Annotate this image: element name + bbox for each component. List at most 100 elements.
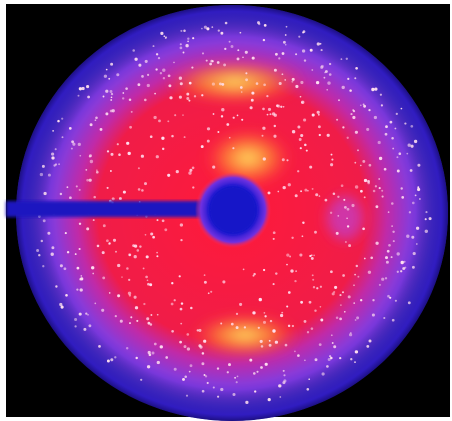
reflection-spot — [260, 366, 263, 369]
reflection-spot — [339, 294, 341, 296]
reflection-spot — [333, 193, 336, 196]
reflection-spot — [156, 252, 158, 254]
reflection-spot — [291, 81, 293, 83]
reflection-spot — [401, 108, 403, 110]
reflection-spot — [304, 59, 306, 61]
reflection-spot — [149, 353, 152, 356]
reflection-spot — [150, 135, 153, 138]
reflection-spot — [180, 43, 182, 45]
reflection-spot — [140, 379, 142, 381]
reflection-spot — [326, 365, 329, 368]
reflection-spot — [392, 231, 394, 233]
reflection-spot — [160, 345, 163, 348]
reflection-spot — [239, 303, 242, 306]
reflection-spot — [237, 49, 239, 51]
reflection-spot — [355, 319, 357, 321]
reflection-spot — [313, 286, 315, 288]
reflection-spot — [223, 63, 226, 66]
reflection-spot — [171, 330, 174, 333]
reflection-spot — [391, 137, 394, 140]
reflection-spot — [161, 137, 164, 140]
reflection-spot — [320, 306, 322, 308]
reflection-spot — [121, 276, 123, 278]
reflection-spot — [336, 119, 338, 121]
reflection-spot — [147, 74, 149, 76]
reflection-spot — [219, 82, 222, 85]
reflection-spot — [304, 144, 307, 147]
reflection-spot — [374, 116, 377, 119]
reflection-spot — [146, 317, 149, 320]
reflection-spot — [388, 211, 390, 213]
reflection-spot — [137, 249, 140, 252]
reflection-spot — [283, 379, 286, 382]
reflection-spot — [171, 135, 174, 138]
reflection-spot — [312, 113, 315, 116]
reflection-spot — [288, 291, 291, 294]
reflection-spot — [129, 126, 132, 129]
reflection-spot — [295, 85, 298, 88]
reflection-spot — [217, 396, 219, 398]
reflection-spot — [171, 282, 173, 284]
reflection-spot — [154, 93, 156, 95]
reflection-spot — [148, 322, 151, 325]
reflection-spot — [350, 113, 352, 115]
reflection-spot — [351, 204, 354, 207]
reflection-spot — [295, 194, 298, 197]
reflection-spot — [354, 274, 356, 276]
reflection-spot — [128, 279, 130, 281]
reflection-spot — [162, 148, 164, 150]
reflection-spot — [138, 64, 141, 67]
reflection-spot — [262, 108, 265, 111]
reflection-spot — [106, 69, 108, 71]
reflection-spot — [366, 345, 369, 348]
reflection-spot — [346, 58, 348, 60]
reflection-spot — [80, 275, 82, 277]
reflection-spot — [347, 78, 349, 80]
reflection-spot — [204, 274, 206, 276]
reflection-spot — [117, 264, 120, 267]
reflection-spot — [425, 218, 427, 220]
reflection-spot — [360, 299, 362, 301]
reflection-spot — [69, 127, 72, 130]
reflection-spot — [244, 326, 246, 328]
reflection-spot — [109, 292, 111, 294]
reflection-spot — [157, 314, 159, 316]
reflection-spot — [394, 128, 396, 130]
reflection-spot — [189, 82, 192, 85]
reflection-spot — [207, 382, 209, 384]
reflection-spot — [194, 95, 196, 97]
reflection-spot — [47, 232, 50, 235]
reflection-spot — [347, 208, 350, 211]
reflection-spot — [303, 118, 306, 121]
reflection-spot — [103, 224, 106, 227]
reflection-spot — [143, 267, 145, 269]
reflection-spot — [201, 362, 204, 365]
reflection-spot — [304, 320, 307, 323]
reflection-spot — [373, 190, 376, 193]
reflection-spot — [93, 196, 96, 199]
reflection-spot — [156, 255, 158, 257]
reflection-spot — [65, 294, 68, 297]
reflection-spot — [206, 60, 208, 62]
reflection-spot — [294, 280, 296, 282]
reflection-spot — [355, 131, 358, 134]
reflection-spot — [362, 160, 365, 163]
reflection-spot — [385, 125, 388, 128]
reflection-spot — [48, 174, 51, 177]
reflection-spot — [384, 168, 387, 171]
reflection-spot — [300, 147, 302, 149]
reflection-spot — [79, 223, 81, 225]
reflection-spot — [165, 36, 167, 38]
reflection-spot — [312, 274, 314, 276]
reflection-spot — [357, 276, 359, 278]
reflection-spot — [347, 225, 349, 227]
reflection-spot — [285, 44, 287, 46]
reflection-spot — [240, 32, 242, 34]
reflection-spot — [303, 30, 306, 33]
reflection-spot — [396, 113, 398, 115]
reflection-spot — [278, 57, 280, 59]
reflection-spot — [204, 281, 207, 284]
reflection-spot — [364, 196, 366, 198]
side-spot — [327, 196, 363, 240]
reflection-spot — [345, 241, 347, 243]
